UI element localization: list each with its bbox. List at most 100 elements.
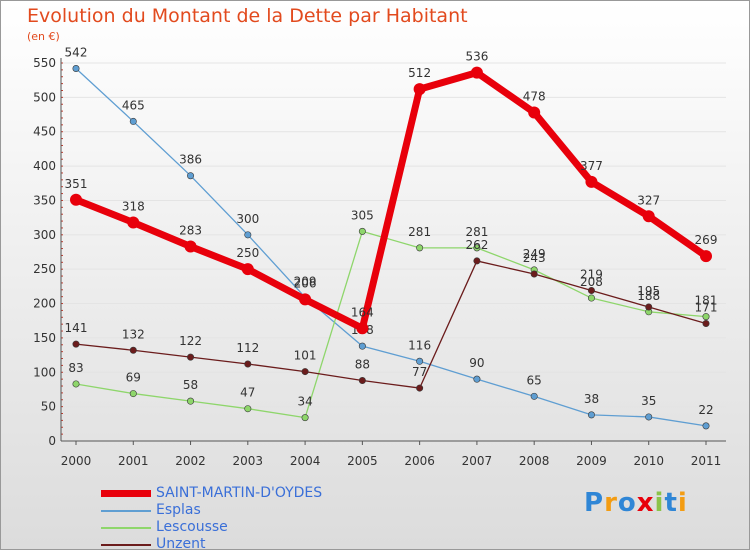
legend-label: Lescousse: [156, 519, 228, 535]
data-label: 209: [294, 274, 317, 288]
data-label: 47: [240, 386, 255, 400]
data-label: 377: [580, 159, 603, 173]
x-tick-label: 2007: [462, 454, 493, 468]
data-label: 112: [236, 341, 259, 355]
chart-title: Evolution du Montant de la Dette par Hab…: [27, 5, 468, 27]
data-point: [587, 411, 595, 419]
logo-letter: i: [654, 488, 665, 518]
series-line-unzent: [75, 260, 707, 389]
y-tick-label: 200: [33, 297, 56, 311]
data-point: [129, 117, 137, 125]
data-point: [70, 193, 82, 206]
data-label: 35: [641, 394, 656, 408]
legend-label: SAINT-MARTIN-D'OYDES: [156, 485, 323, 501]
logo-letter: i: [677, 488, 688, 518]
data-point: [702, 319, 710, 327]
data-label: 69: [126, 371, 141, 385]
logo-letter: r: [604, 488, 618, 518]
data-point: [241, 263, 254, 276]
data-label: 269: [695, 233, 718, 247]
data-point: [413, 83, 426, 96]
y-tick-label: 0: [48, 434, 56, 448]
data-point: [473, 244, 481, 252]
logo-letter: t: [664, 488, 678, 518]
data-label: 77: [412, 365, 427, 379]
data-label: 386: [179, 153, 202, 167]
data-label: 164: [351, 305, 374, 319]
data-point: [587, 286, 595, 294]
x-tick-label: 2000: [61, 454, 92, 468]
x-tick-label: 2003: [233, 454, 264, 468]
data-label: 65: [527, 373, 542, 387]
data-label: 58: [183, 378, 198, 392]
data-point: [184, 240, 197, 253]
data-label: 250: [236, 246, 259, 260]
series-line-lescousse: [75, 230, 707, 419]
y-tick-label: 450: [33, 125, 56, 139]
data-point: [187, 397, 195, 405]
data-label: 281: [408, 225, 431, 239]
y-tick-label: 400: [33, 159, 56, 173]
data-label: 465: [122, 98, 145, 112]
data-point: [356, 322, 369, 335]
legend-swatch: [101, 544, 151, 546]
series-line-esplas: [75, 68, 707, 427]
data-label: 195: [637, 284, 660, 298]
data-label: 122: [179, 334, 202, 348]
data-point: [301, 414, 309, 422]
y-tick-label: 100: [33, 365, 56, 379]
data-point: [187, 353, 195, 361]
data-point: [129, 390, 137, 398]
data-label: 181: [695, 294, 718, 308]
logo-letter: o: [617, 488, 637, 518]
data-point: [358, 227, 366, 235]
data-label: 188: [637, 289, 660, 303]
data-label: 141: [65, 321, 88, 335]
data-label: 281: [465, 225, 488, 239]
data-point: [473, 257, 481, 265]
x-tick-label: 2010: [633, 454, 664, 468]
data-point: [187, 172, 195, 180]
x-tick-label: 2002: [175, 454, 206, 468]
data-label: 283: [179, 224, 202, 238]
legend-swatch: [101, 510, 151, 512]
legend-label: Esplas: [156, 502, 201, 518]
data-label: 318: [122, 199, 145, 213]
data-label: 90: [469, 356, 484, 370]
data-point: [244, 360, 252, 368]
data-point: [72, 340, 80, 348]
data-label: 206: [294, 276, 317, 290]
data-label: 88: [355, 358, 370, 372]
data-label: 262: [465, 238, 488, 252]
data-point: [700, 250, 712, 263]
data-label: 116: [408, 338, 431, 352]
data-point: [299, 293, 312, 306]
data-label: 478: [523, 89, 546, 103]
data-label: 219: [580, 267, 603, 281]
data-label: 249: [523, 247, 546, 261]
data-label: 305: [351, 208, 374, 222]
chart-unit-label: (en €): [27, 30, 60, 43]
data-point: [244, 405, 252, 413]
y-tick-label: 150: [33, 331, 56, 345]
x-tick-label: 2008: [519, 454, 550, 468]
data-label: 300: [236, 212, 259, 226]
y-tick-label: 500: [33, 90, 56, 104]
legend-swatch: [101, 490, 151, 497]
data-point: [473, 375, 481, 383]
data-point: [358, 342, 366, 350]
data-point: [642, 210, 655, 223]
data-label: 101: [294, 349, 317, 363]
data-point: [416, 244, 424, 252]
data-point: [301, 368, 309, 376]
proxiti-logo: Proxiti: [584, 488, 688, 518]
data-label: 512: [408, 66, 431, 80]
y-tick-label: 50: [41, 400, 56, 414]
data-point: [358, 377, 366, 385]
data-label: 327: [637, 193, 660, 207]
y-tick-label: 300: [33, 228, 56, 242]
data-label: 208: [580, 275, 603, 289]
data-point: [530, 270, 538, 278]
data-point: [702, 422, 710, 430]
